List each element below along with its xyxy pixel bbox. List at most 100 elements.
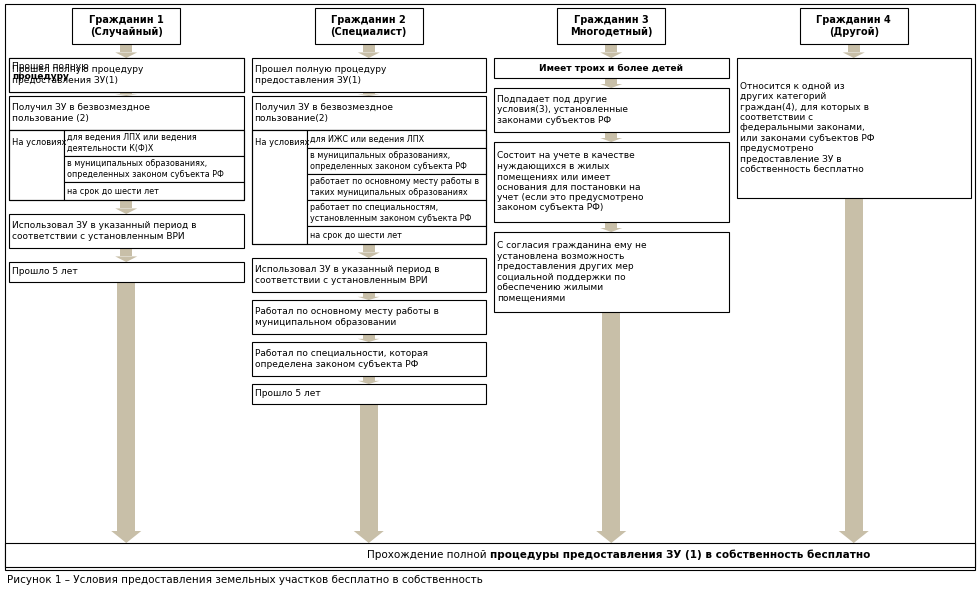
Polygon shape: [358, 339, 380, 342]
Bar: [9, 130, 243, 200]
Text: Получил ЗУ в безвозмездное
пользование(2): Получил ЗУ в безвозмездное пользование(2…: [255, 103, 393, 123]
Bar: [494, 142, 728, 222]
Polygon shape: [112, 531, 141, 543]
Text: Подпадает под другие
условия(3), установленные
законами субъектов РФ: Подпадает под другие условия(3), установ…: [497, 95, 628, 125]
Text: Получил ЗУ в безвозмездное
пользование (2): Получил ЗУ в безвозмездное пользование (…: [12, 103, 150, 123]
Polygon shape: [358, 94, 380, 96]
Bar: [848, 44, 859, 53]
Bar: [121, 200, 132, 208]
Bar: [64, 130, 243, 156]
Text: Прошло 5 лет: Прошло 5 лет: [255, 390, 320, 399]
Bar: [603, 312, 620, 531]
Bar: [118, 282, 135, 531]
Bar: [737, 58, 971, 198]
Bar: [9, 130, 64, 200]
Text: Работал по специальности, которая
определена законом субъекта РФ: Работал по специальности, которая опреде…: [255, 349, 427, 368]
Bar: [606, 132, 617, 138]
Bar: [845, 198, 862, 531]
Bar: [494, 58, 728, 78]
Text: работает по основному месту работы в
таких муниципальных образованиях: работает по основному месту работы в так…: [310, 178, 478, 197]
Polygon shape: [358, 381, 380, 384]
Text: в муниципальных образованиях,
определенных законом субъекта РФ: в муниципальных образованиях, определенн…: [67, 159, 223, 179]
Bar: [252, 300, 486, 334]
Bar: [9, 96, 243, 130]
Bar: [363, 292, 374, 297]
Bar: [252, 130, 307, 244]
Bar: [64, 182, 243, 200]
Bar: [494, 232, 728, 312]
Text: процедуры предоставления ЗУ (1) в собственность бесплатно: процедуры предоставления ЗУ (1) в собств…: [490, 550, 870, 561]
Polygon shape: [358, 252, 380, 258]
Bar: [252, 58, 486, 92]
Bar: [5, 543, 975, 567]
Bar: [121, 92, 132, 94]
Text: Гражданин 4
(Другой): Гражданин 4 (Другой): [816, 15, 891, 37]
Bar: [363, 244, 374, 252]
Bar: [363, 376, 374, 381]
Polygon shape: [358, 53, 380, 58]
Text: в муниципальных образованиях,
определенных законом субъекта РФ: в муниципальных образованиях, определенн…: [310, 151, 466, 171]
Bar: [307, 200, 486, 226]
Bar: [9, 214, 243, 248]
Bar: [494, 88, 728, 132]
Text: на срок до шести лет: на срок до шести лет: [310, 231, 402, 240]
Text: Имеет троих и более детей: Имеет троих и более детей: [539, 63, 683, 72]
Bar: [73, 8, 180, 44]
Text: С согласия гражданина ему не
установлена возможность
предоставления других мер
с: С согласия гражданина ему не установлена…: [497, 242, 647, 303]
Bar: [360, 404, 377, 531]
Bar: [606, 222, 617, 228]
Polygon shape: [116, 94, 137, 96]
Polygon shape: [596, 531, 626, 543]
Bar: [252, 384, 486, 404]
Text: Прошел полную: Прошел полную: [12, 62, 91, 71]
Bar: [307, 148, 486, 174]
Text: Прошел полную процедуру
предоставления ЗУ(1): Прошел полную процедуру предоставления З…: [12, 65, 143, 85]
Text: процедуру: процедуру: [12, 72, 69, 81]
Polygon shape: [116, 53, 137, 58]
Text: Прошел полную процедуру
предоставления ЗУ(1): Прошел полную процедуру предоставления З…: [255, 65, 386, 85]
Polygon shape: [839, 531, 868, 543]
Text: Работал по основному месту работы в
муниципальном образовании: Работал по основному месту работы в муни…: [255, 307, 438, 327]
Polygon shape: [600, 228, 622, 232]
Bar: [121, 248, 132, 257]
Bar: [64, 156, 243, 182]
Text: работает по специальностям,
установленным законом субъекта РФ: работает по специальностям, установленны…: [310, 204, 470, 223]
Polygon shape: [358, 297, 380, 300]
Bar: [363, 44, 374, 53]
Text: На условиях: На условиях: [12, 138, 67, 147]
Text: Гражданин 2
(Специалист): Гражданин 2 (Специалист): [330, 15, 407, 37]
Bar: [307, 174, 486, 200]
Bar: [252, 130, 486, 244]
Polygon shape: [843, 53, 864, 58]
Text: для ведения ЛПХ или ведения
деятельности К(Ф)Х: для ведения ЛПХ или ведения деятельности…: [67, 133, 197, 153]
Text: Прошло 5 лет: Прошло 5 лет: [12, 268, 77, 277]
Polygon shape: [600, 84, 622, 88]
Bar: [9, 58, 243, 92]
Text: Относится к одной из
других категорий
граждан(4), для которых в
соответствии с
ф: Относится к одной из других категорий гр…: [740, 82, 874, 174]
Bar: [9, 58, 243, 92]
Bar: [606, 78, 617, 84]
Bar: [606, 44, 617, 53]
Bar: [800, 8, 907, 44]
Polygon shape: [600, 138, 622, 142]
Text: На условиях: На условиях: [255, 138, 309, 147]
Polygon shape: [116, 257, 137, 262]
Bar: [307, 130, 486, 148]
Text: Использовал ЗУ в указанный период в
соответствии с установленным ВРИ: Использовал ЗУ в указанный период в соот…: [255, 265, 439, 284]
Text: Состоит на учете в качестве
нуждающихся в жилых
помещениях или имеет
основания д: Состоит на учете в качестве нуждающихся …: [497, 152, 644, 213]
Text: Гражданин 3
Многодетный): Гражданин 3 Многодетный): [570, 15, 653, 37]
Text: Гражданин 1
(Случайный): Гражданин 1 (Случайный): [89, 15, 164, 37]
Text: на срок до шести лет: на срок до шести лет: [67, 187, 159, 196]
Polygon shape: [116, 208, 137, 214]
Bar: [9, 262, 243, 282]
Bar: [363, 92, 374, 94]
Bar: [252, 258, 486, 292]
Bar: [121, 44, 132, 53]
Bar: [252, 96, 486, 130]
Bar: [363, 334, 374, 339]
Text: для ИЖС или ведения ЛПХ: для ИЖС или ведения ЛПХ: [310, 135, 423, 144]
Text: Использовал ЗУ в указанный период в
соответствии с установленным ВРИ: Использовал ЗУ в указанный период в соот…: [12, 221, 197, 241]
Bar: [252, 342, 486, 376]
Bar: [307, 226, 486, 244]
Bar: [315, 8, 422, 44]
